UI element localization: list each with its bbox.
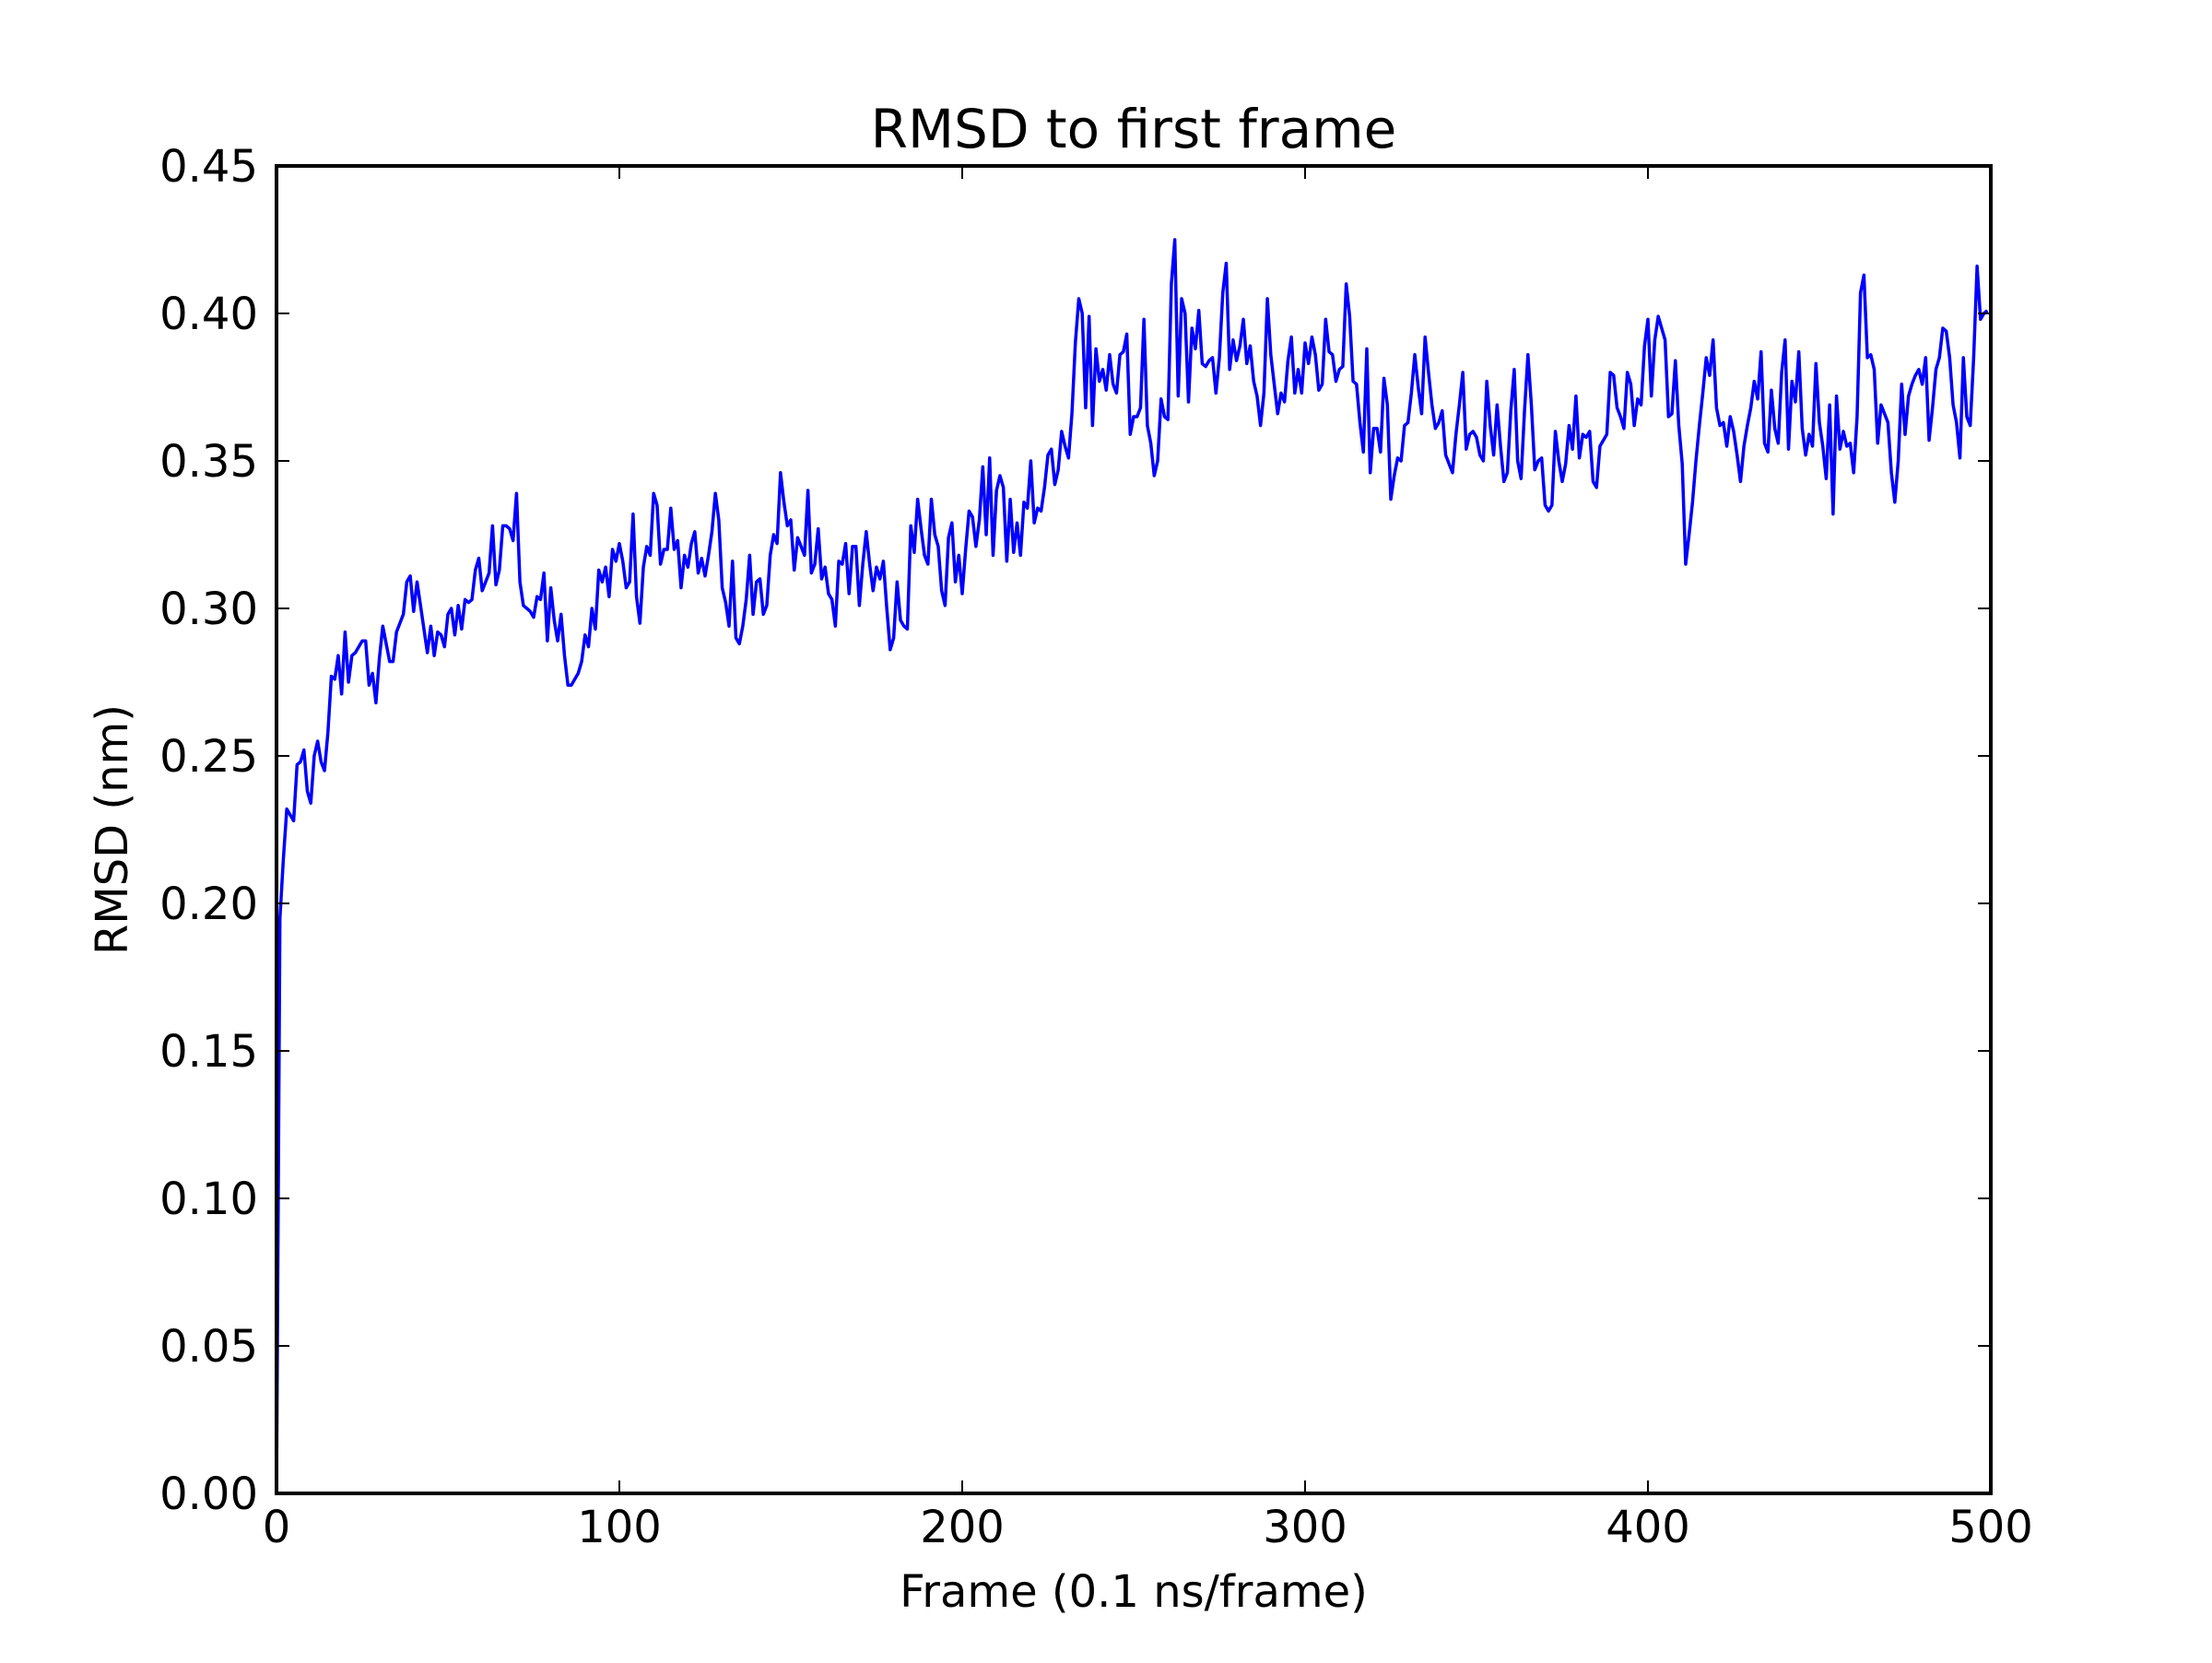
y-tick-label: 0.20: [159, 879, 258, 930]
x-tick-label: 300: [1263, 1502, 1347, 1553]
y-tick-label: 0.45: [159, 141, 258, 193]
y-tick-label: 0.05: [159, 1321, 258, 1373]
x-tick-label: 100: [577, 1502, 662, 1553]
x-tick-label: 400: [1606, 1502, 1690, 1553]
y-axis-label: RMSD (nm): [87, 704, 138, 955]
y-tick-label: 0.00: [159, 1468, 258, 1520]
x-tick-label: 200: [920, 1502, 1005, 1553]
plot-area: [275, 238, 1989, 1494]
chart-title: RMSD to first frame: [871, 98, 1397, 160]
x-axis-ticks: 0 100 200 300 400 500: [263, 166, 2033, 1553]
y-tick-label: 0.35: [159, 436, 258, 488]
rmsd-series-line: [275, 238, 1989, 1494]
y-tick-label: 0.40: [159, 289, 258, 340]
y-tick-label: 0.10: [159, 1174, 258, 1225]
x-axis-label: Frame (0.1 ns/frame): [900, 1566, 1368, 1618]
x-tick-label: 0: [263, 1502, 291, 1553]
y-tick-label: 0.30: [159, 584, 258, 635]
y-tick-label: 0.25: [159, 731, 258, 783]
x-tick-label: 500: [1948, 1502, 2033, 1553]
y-axis-ticks: 0.00 0.05 0.10 0.15 0.20 0.25 0.30 0.35 0.40 0.45: [159, 141, 1991, 1520]
y-tick-label: 0.15: [159, 1026, 258, 1078]
axes-frame: [275, 164, 1993, 1495]
